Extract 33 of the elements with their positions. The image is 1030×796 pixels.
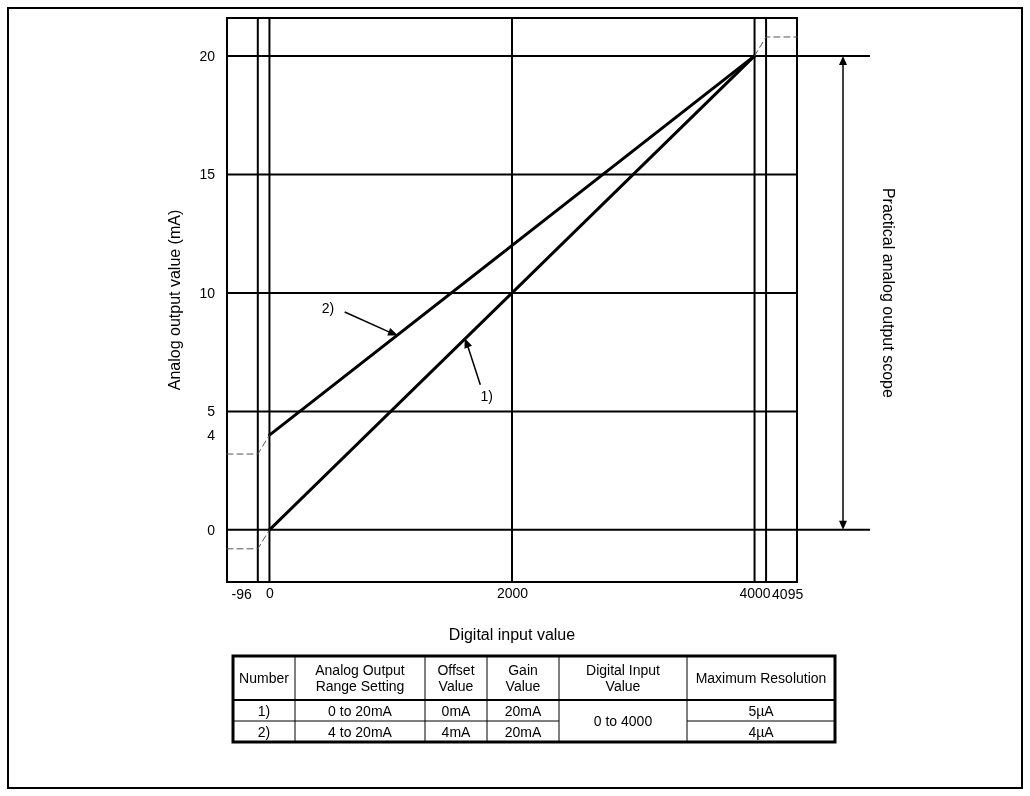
text: 0 to 20mA	[328, 702, 393, 719]
text: 20mA	[504, 702, 542, 719]
ref-line-label: 4095	[772, 586, 804, 602]
text: 4µA	[748, 723, 775, 740]
y-tick-label: 5	[207, 403, 216, 420]
text: 0 to 4000	[593, 713, 653, 729]
text: Offset Value	[437, 662, 475, 694]
y-tick-label: 15	[199, 166, 216, 183]
y-axis-title: Analog output value (mA)	[166, 209, 183, 391]
text: 4mA	[441, 723, 472, 740]
text: 0mA	[441, 702, 472, 719]
text: Gain Value	[505, 662, 541, 694]
text: Analog Output Range Setting	[315, 662, 405, 694]
x-tick-label: 4000	[739, 584, 771, 601]
annotation: 1)	[480, 387, 493, 404]
text: Practical analog output scope	[880, 187, 897, 398]
text: 4 to 20mA	[328, 723, 393, 740]
x-tick-label: 2000	[496, 584, 529, 601]
x-axis-title: Digital input value	[448, 626, 576, 643]
text: 20mA	[504, 723, 542, 740]
text: Number	[239, 670, 290, 686]
text: 1)	[257, 702, 271, 719]
text: 2)	[257, 723, 271, 740]
y-tick-label: 4	[207, 427, 216, 444]
y-tick-label: 20	[199, 47, 216, 64]
annotation: 2)	[321, 299, 335, 316]
text: Digital Input Value	[586, 662, 661, 694]
text: Maximum Resolution	[695, 670, 827, 686]
y-tick-label: 10	[199, 284, 216, 301]
text: 5µA	[748, 702, 775, 719]
y-tick-label: 0	[207, 521, 216, 538]
x-tick-label: 0	[266, 584, 275, 601]
ref-line-label: -96	[231, 586, 253, 602]
